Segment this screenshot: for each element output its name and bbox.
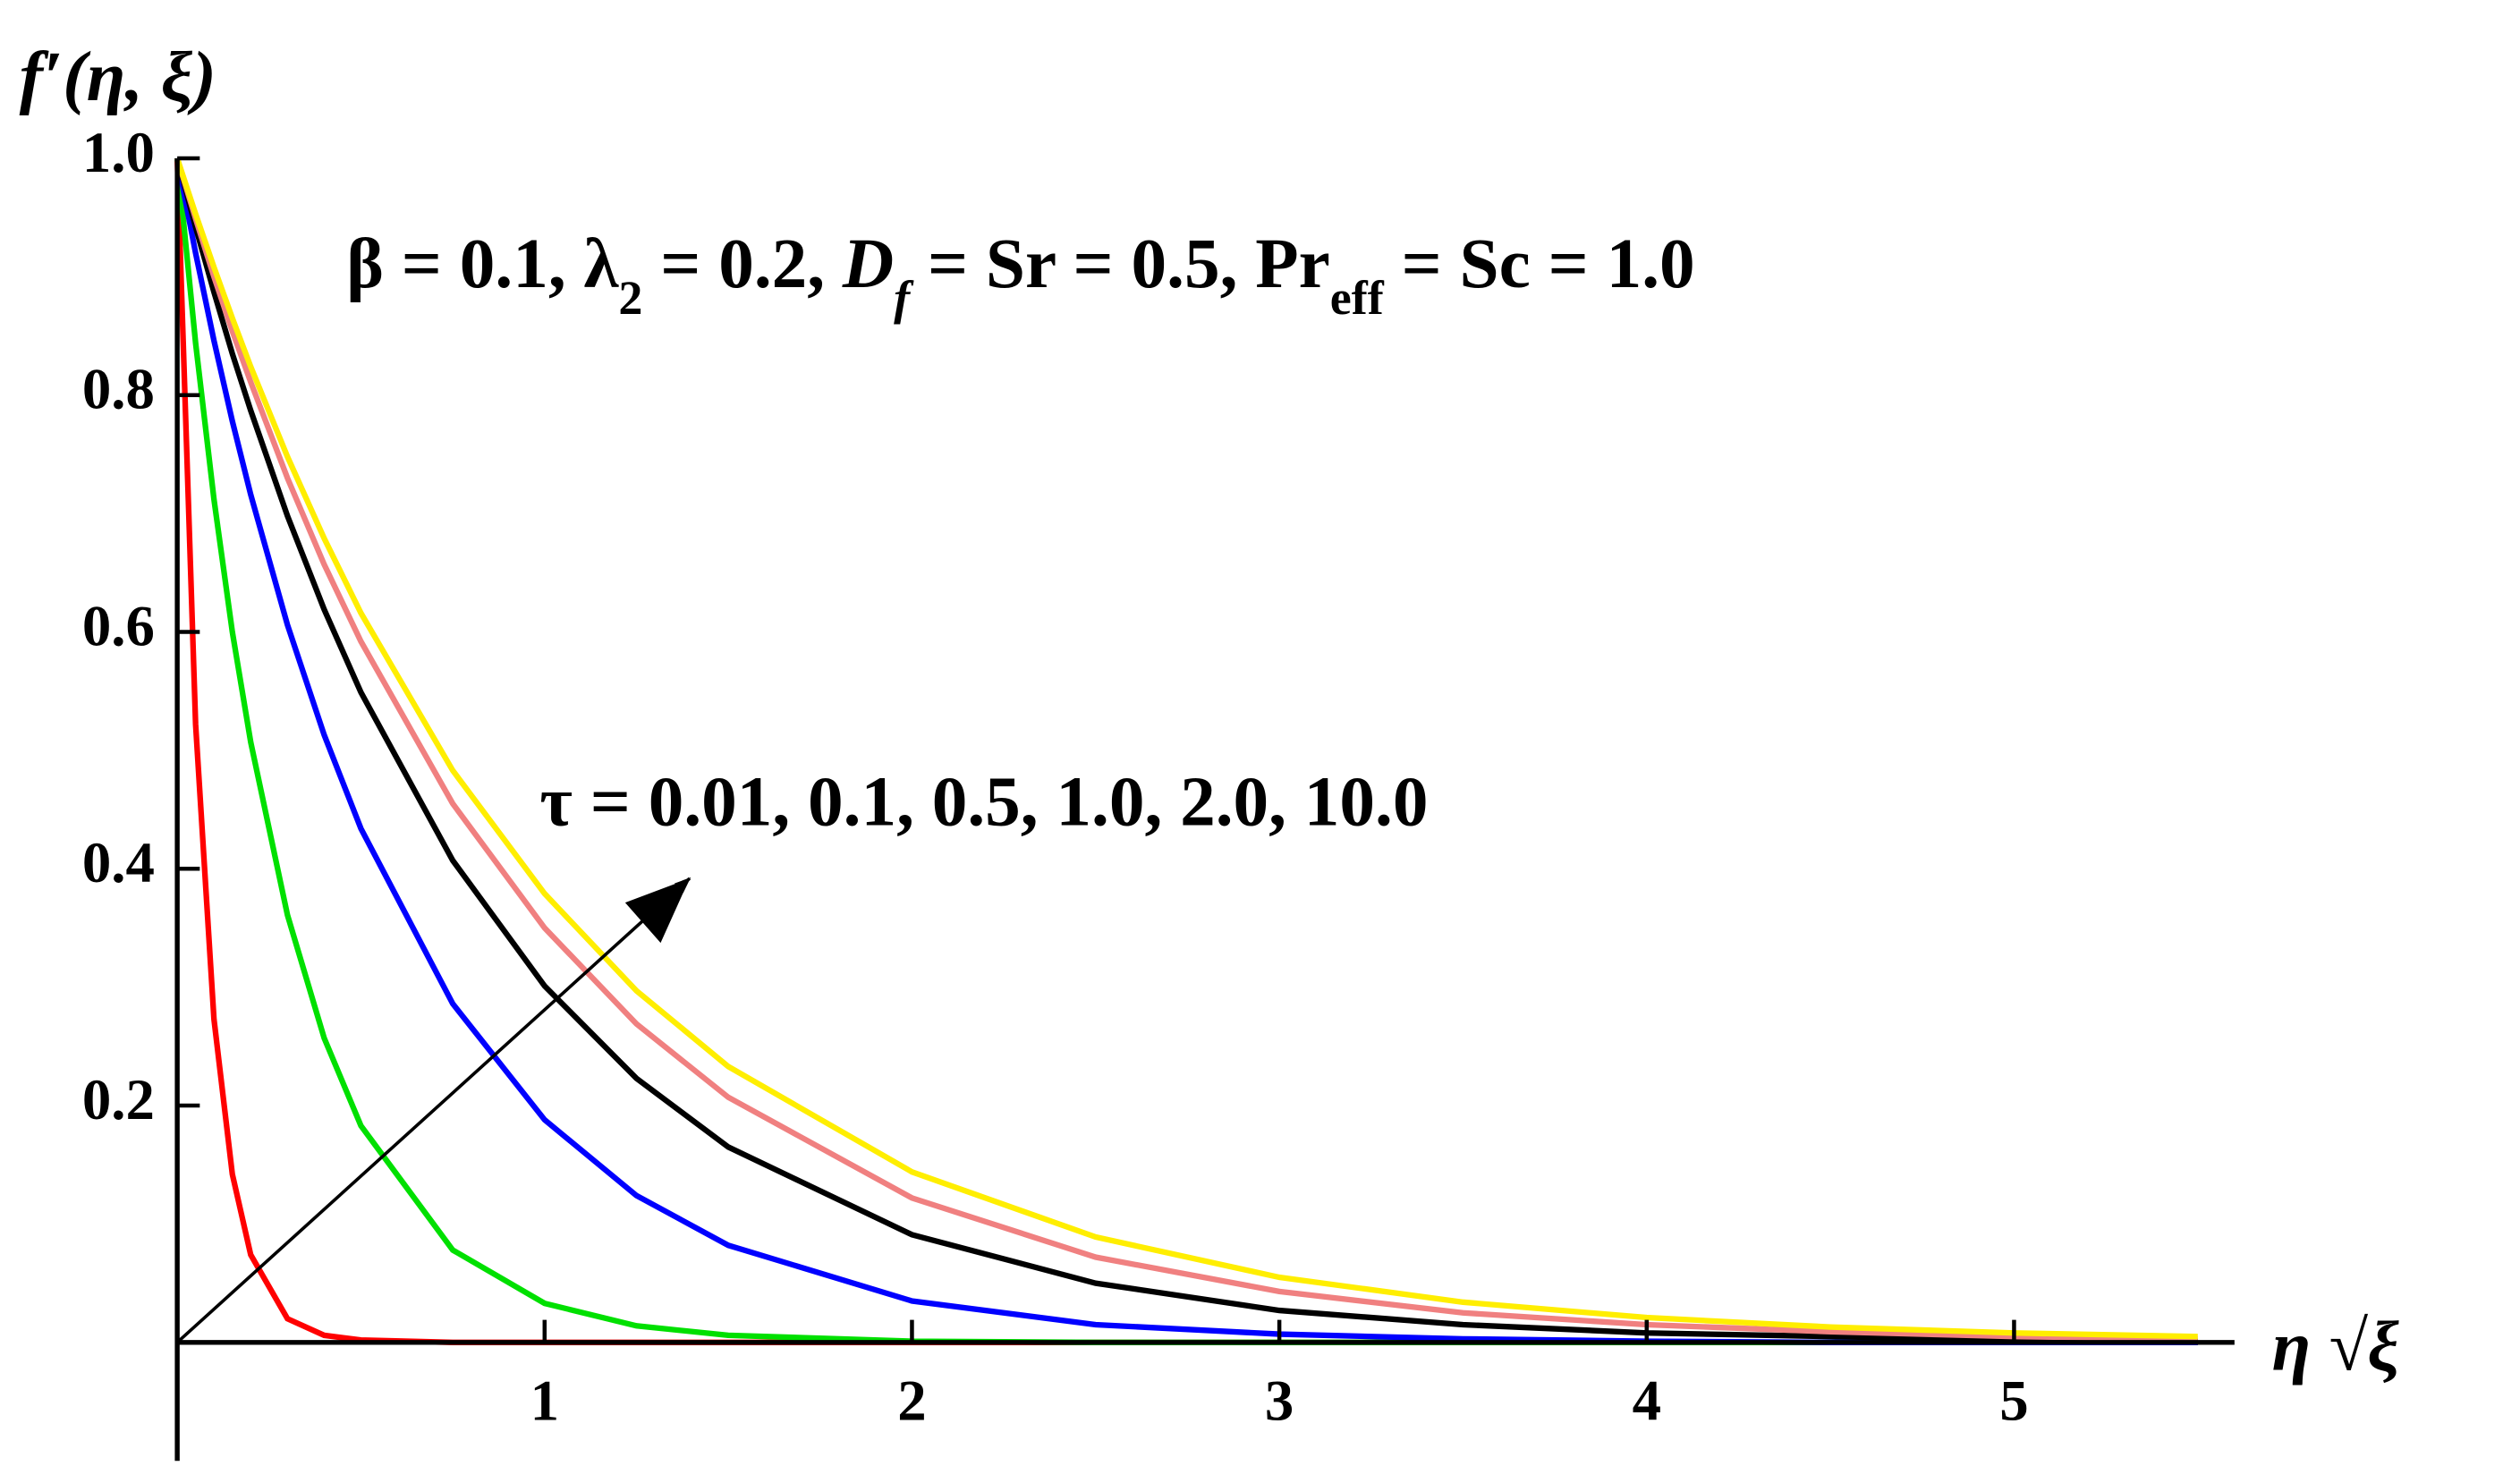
arrow-label: τ = 0.01, 0.1, 0.5, 1.0, 2.0, 10.0 <box>539 763 1428 842</box>
y-tick-label: 0.6 <box>82 594 155 658</box>
arrow-head <box>624 878 690 944</box>
annotation-part: f <box>894 271 914 325</box>
curve <box>174 157 2198 1340</box>
parameter-annotation: β = 0.1, λ2​ = 0.2, Df​ = Sr = 0.5, Pref… <box>346 225 1694 325</box>
curve <box>174 157 2198 1345</box>
curve <box>174 157 2198 1345</box>
annotation-part: = Sc = 1.0 <box>1384 225 1695 303</box>
plot-area <box>174 157 2198 1345</box>
y-axis-label: f′(η, ξ) <box>20 38 216 116</box>
annotation-part: 2 <box>618 271 642 325</box>
x-tick-label: 2 <box>897 1369 926 1434</box>
annotation-part: D <box>842 225 894 303</box>
x-axis-label: η √ξ <box>2272 1307 2400 1386</box>
annotation-part: = 0.2, <box>642 225 842 303</box>
x-tick-label: 4 <box>1633 1369 1661 1434</box>
y-tick-label: 0.8 <box>82 358 155 422</box>
curve <box>174 157 2198 1344</box>
arrow <box>175 877 692 1344</box>
y-tick-label: 0.4 <box>82 831 155 895</box>
annotation-part: eff <box>1330 271 1385 325</box>
y-tick-label: 1.0 <box>82 121 155 185</box>
y-tick-label: 0.2 <box>82 1068 155 1132</box>
curve <box>174 157 2198 1343</box>
x-tick-label: 1 <box>530 1369 559 1434</box>
x-tick-label: 3 <box>1265 1369 1294 1434</box>
annotation-part: = Sr = 0.5, Pr <box>910 225 1330 303</box>
curve <box>174 157 2198 1345</box>
x-tick-label: 5 <box>1999 1369 2028 1434</box>
annotation-part: β = 0.1, λ <box>346 225 619 303</box>
